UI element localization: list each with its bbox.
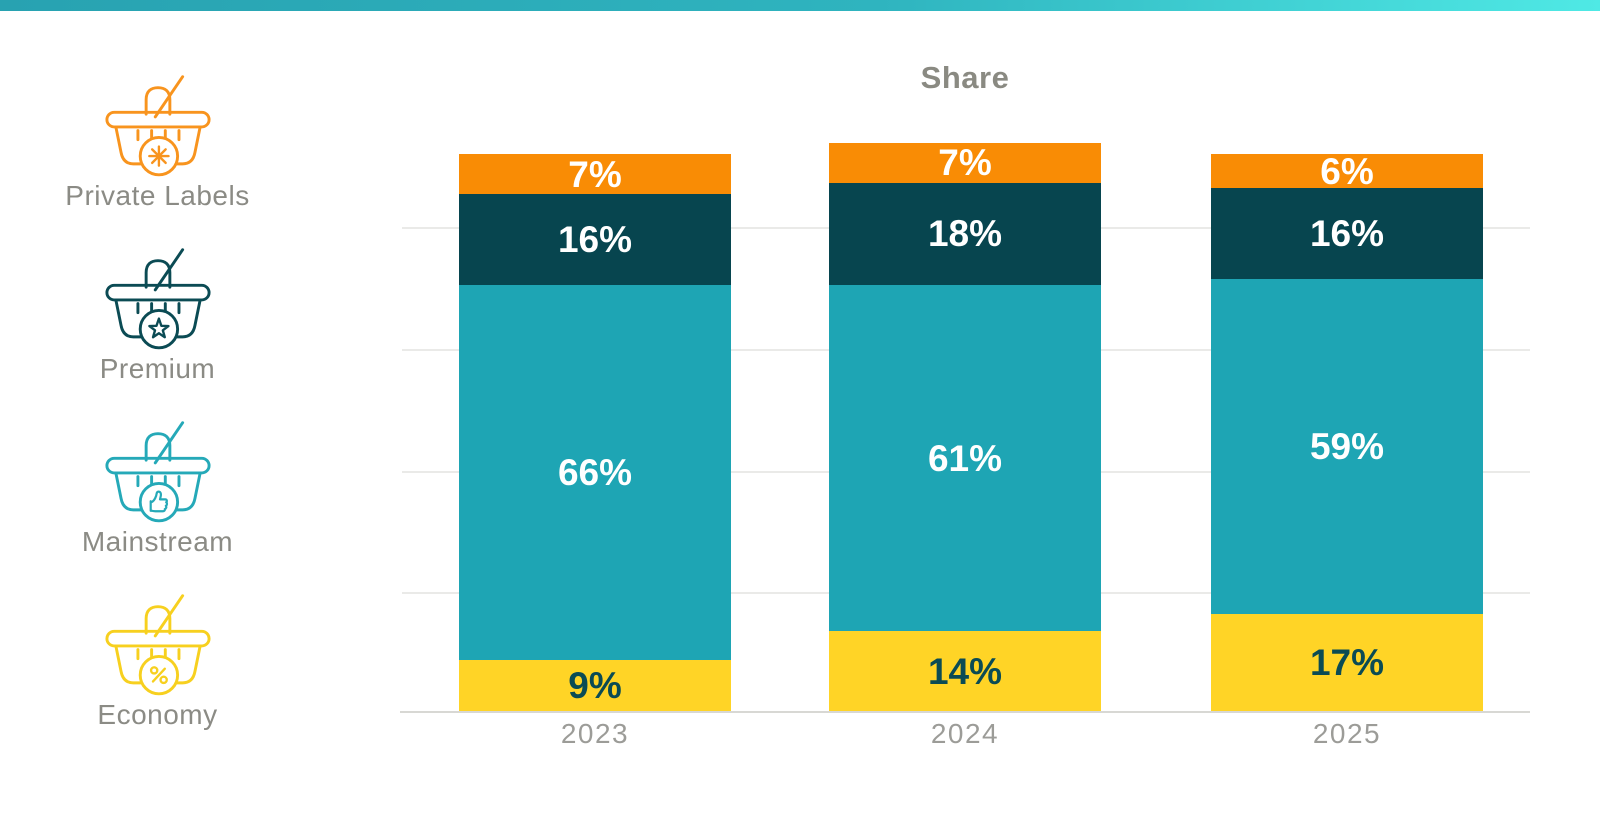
segment-value-label: 6% — [1320, 150, 1374, 192]
legend-label-economy: Economy — [97, 699, 218, 730]
basket-private-labels-icon — [104, 75, 211, 177]
bar-2024: 7% 18% 61% 14% — [829, 143, 1101, 711]
stacked-bar-chart: Share 7% 16% 66% 9% 7% 18% 61% 14% 6% 16% 59% 17% 2… — [400, 0, 1530, 800]
segment-private-labels-2025: 6% — [1211, 150, 1483, 192]
segment-premium-2024: 18% — [829, 182, 1101, 286]
segment-private-labels-2023: 7% — [459, 153, 731, 195]
x-axis-line — [400, 711, 1530, 713]
basket-premium-icon — [104, 248, 211, 350]
percent-glyph — [149, 666, 168, 685]
segment-economy-2025: 17% — [1211, 614, 1483, 711]
segment-value-label: 7% — [568, 153, 622, 195]
chart-legend: Private Labels Premium Mainstream Econom… — [40, 74, 275, 733]
legend-label-private-labels: Private Labels — [65, 180, 250, 211]
segment-mainstream-2024: 61% — [829, 285, 1101, 632]
segment-private-labels-2024: 7% — [829, 143, 1101, 183]
segment-value-label: 18% — [927, 213, 1003, 255]
bar-2023: 7% 16% 66% 9% — [459, 154, 731, 711]
segment-mainstream-2023: 66% — [459, 285, 731, 660]
basket-economy-icon — [104, 594, 211, 696]
top-gradient-banner — [0, 0, 1600, 11]
segment-value-label: 61% — [927, 437, 1003, 479]
star-glyph — [147, 317, 170, 339]
segment-value-label: 14% — [927, 650, 1003, 692]
segment-economy-2024: 14% — [829, 631, 1101, 711]
category-label-2023: 2023 — [560, 718, 630, 749]
segment-value-label: 59% — [1309, 426, 1385, 468]
legend-item-private-labels: Private Labels — [40, 74, 275, 214]
thumbs-up-glyph — [149, 490, 168, 513]
segment-mainstream-2025: 59% — [1211, 279, 1483, 615]
plot-area: 7% 16% 66% 9% 7% 18% 61% 14% 6% 16% 59% 17% — [400, 100, 1530, 713]
segment-value-label: 16% — [1309, 213, 1385, 255]
chart-title: Share — [920, 60, 1010, 95]
segment-value-label: 16% — [557, 219, 633, 261]
legend-item-mainstream: Mainstream — [40, 420, 275, 560]
segment-premium-2023: 16% — [459, 194, 731, 286]
bar-2025: 6% 16% 59% 17% — [1211, 150, 1483, 711]
segment-value-label: 9% — [568, 664, 622, 706]
segment-economy-2023: 9% — [459, 659, 731, 711]
category-label-2024: 2024 — [930, 718, 1000, 749]
basket-mainstream-icon — [104, 421, 211, 523]
legend-item-premium: Premium — [40, 247, 275, 387]
asterisk-glyph — [147, 145, 170, 167]
segment-value-label: 17% — [1309, 642, 1385, 684]
legend-label-mainstream: Mainstream — [81, 526, 234, 557]
segment-value-label: 7% — [938, 142, 992, 184]
category-label-2025: 2025 — [1312, 718, 1382, 749]
segment-value-label: 66% — [557, 451, 633, 493]
segment-premium-2025: 16% — [1211, 188, 1483, 280]
legend-item-economy: Economy — [40, 593, 275, 733]
legend-label-premium: Premium — [99, 353, 216, 384]
